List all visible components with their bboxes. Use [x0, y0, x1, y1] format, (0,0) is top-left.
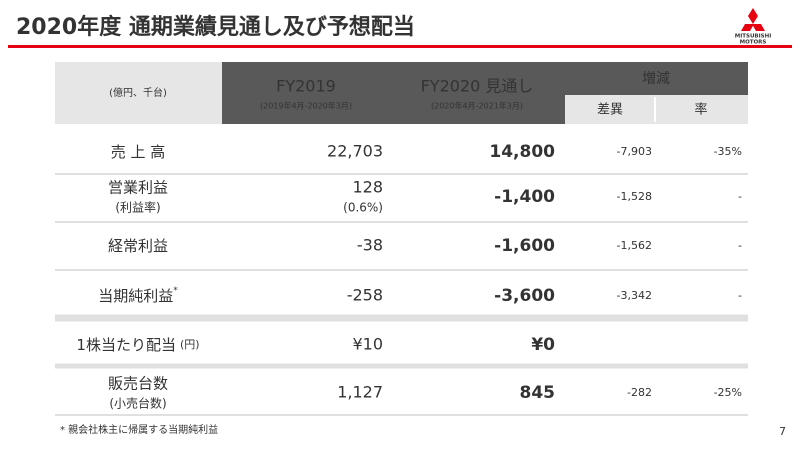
row-divider	[55, 414, 748, 416]
row-divider	[55, 221, 748, 223]
change-subtitle: 差異	[597, 103, 623, 118]
fy2019-value: 128	[352, 178, 383, 197]
row-label: 1株当たり配当 (円)	[76, 336, 199, 354]
fy2020-value: -1,600	[494, 236, 555, 256]
rate-value: -	[738, 289, 742, 302]
column-subtitle: (2020年4月-2021年3月)	[431, 101, 523, 111]
change-subtitle: 率	[694, 102, 707, 118]
row-label-text: 当期純利益	[98, 287, 173, 305]
slide-title: 2020年度 通期業績見通し及び予想配当	[16, 14, 415, 40]
change-title: 増減	[642, 70, 670, 87]
rate-value: -	[738, 190, 742, 203]
logo	[741, 8, 765, 31]
row-label: 販売台数	[108, 375, 168, 393]
row-label-text: 経常利益	[108, 237, 168, 255]
row-divider	[55, 269, 748, 271]
fy2019-value: ¥10	[352, 335, 383, 354]
diff-value: -3,342	[617, 289, 652, 302]
footnote: * 親会社株主に帰属する当期純利益	[60, 423, 218, 436]
column-subtitle: (2019年4月-2020年3月)	[260, 101, 352, 111]
diff-value: -1,562	[617, 239, 652, 252]
fy2019-value: -38	[357, 236, 383, 255]
rate-value: -	[738, 239, 742, 252]
fy2020-value: -1,400	[494, 187, 555, 207]
header-cell	[565, 95, 748, 124]
fy2020-value: ¥0	[531, 335, 555, 355]
row-divider	[55, 363, 748, 369]
diff-value: -7,903	[617, 145, 652, 158]
row-sublabel: (利益率)	[115, 200, 160, 215]
row-label: 営業利益	[108, 179, 168, 197]
row-divider	[55, 314, 748, 322]
row-label-text: 売 上 高	[111, 143, 166, 161]
fy2020-value: 845	[520, 383, 556, 403]
row-sublabel: (小売台数)	[109, 396, 166, 411]
logo-text: MITSUBISHI	[735, 34, 772, 40]
header-cell	[55, 62, 222, 124]
row-divider	[55, 173, 748, 175]
fy2019-value: 1,127	[337, 383, 383, 402]
row-label: 当期純利益*	[98, 286, 178, 305]
page-number: 7	[779, 425, 786, 438]
column-title: FY2020 見通し	[421, 77, 534, 96]
unit-label: (億円、千台)	[109, 86, 167, 99]
diff-value: -282	[627, 386, 652, 399]
fy2019-value: -258	[347, 286, 383, 305]
row-label-unit: (円)	[180, 338, 200, 351]
column-title: FY2019	[276, 77, 336, 96]
note-mark: *	[173, 286, 178, 296]
rate-value: -25%	[714, 386, 742, 399]
diff-value: -1,528	[617, 190, 652, 203]
row-label-text: 1株当たり配当	[76, 336, 176, 354]
logo-text: MOTORS	[740, 40, 767, 46]
fy2020-value: 14,800	[489, 142, 555, 162]
fy2019-value: 22,703	[327, 142, 383, 161]
row-label: 経常利益	[108, 237, 168, 255]
title-rule	[8, 45, 792, 48]
fy2019-subvalue: (0.6%)	[343, 201, 383, 215]
rate-value: -35%	[714, 145, 742, 158]
row-label: 売 上 高	[111, 143, 166, 161]
fy2020-value: -3,600	[494, 286, 555, 306]
